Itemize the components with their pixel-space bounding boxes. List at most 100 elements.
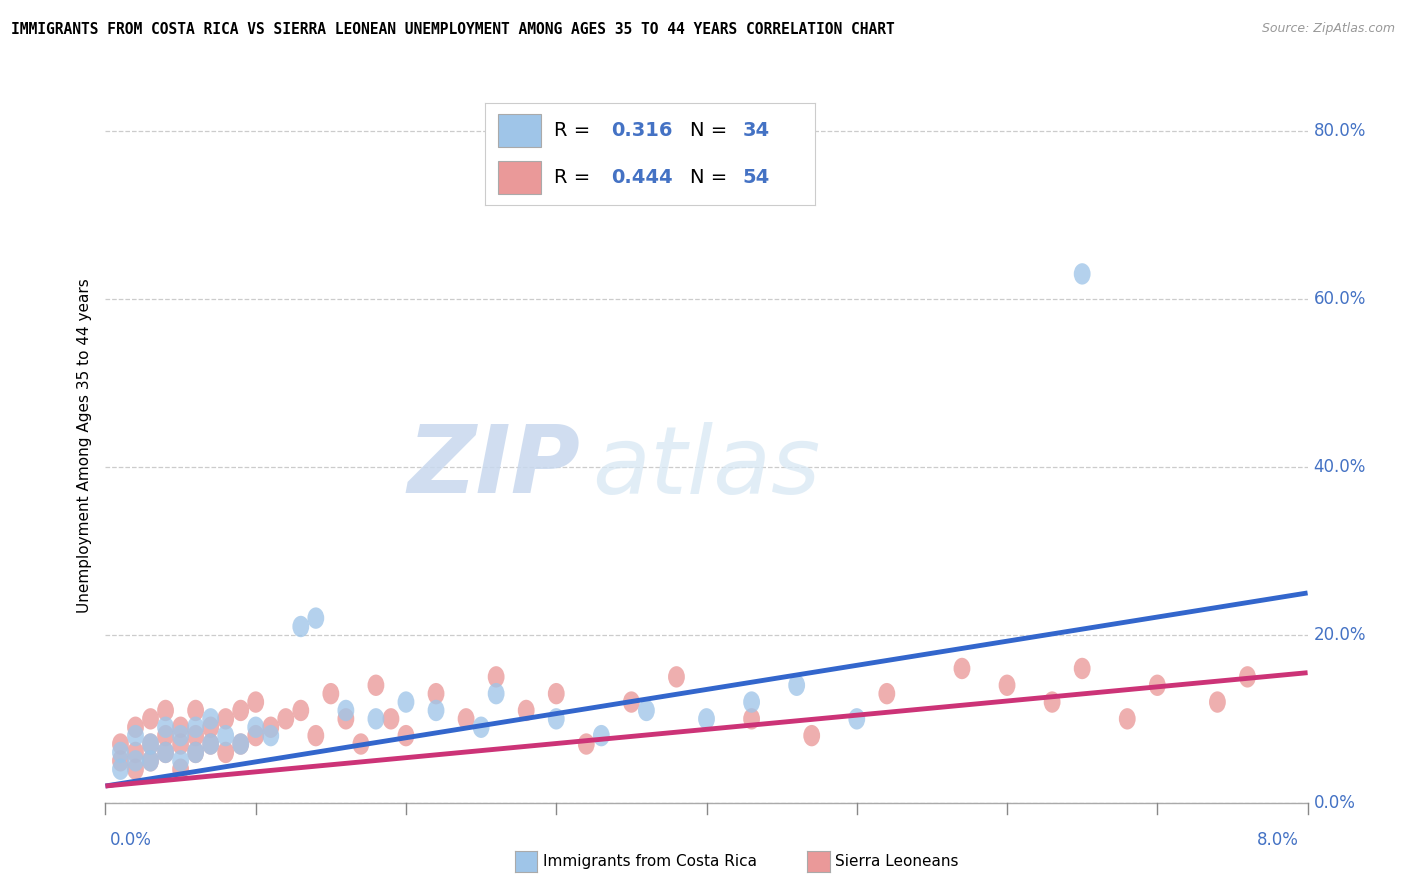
Ellipse shape bbox=[187, 699, 204, 721]
Ellipse shape bbox=[427, 699, 444, 721]
Ellipse shape bbox=[202, 716, 219, 738]
Ellipse shape bbox=[953, 657, 970, 679]
Ellipse shape bbox=[292, 615, 309, 637]
Ellipse shape bbox=[337, 699, 354, 721]
Text: atlas: atlas bbox=[592, 422, 821, 513]
Ellipse shape bbox=[112, 758, 129, 780]
Ellipse shape bbox=[127, 758, 143, 780]
Ellipse shape bbox=[367, 674, 384, 696]
Text: 0.0%: 0.0% bbox=[1313, 794, 1355, 812]
Ellipse shape bbox=[187, 725, 204, 747]
Ellipse shape bbox=[142, 733, 159, 755]
Ellipse shape bbox=[744, 708, 761, 730]
Ellipse shape bbox=[157, 716, 174, 738]
Ellipse shape bbox=[277, 708, 294, 730]
Y-axis label: Unemployment Among Ages 35 to 44 years: Unemployment Among Ages 35 to 44 years bbox=[76, 278, 91, 614]
Ellipse shape bbox=[623, 691, 640, 713]
Ellipse shape bbox=[353, 733, 370, 755]
Ellipse shape bbox=[292, 699, 309, 721]
Ellipse shape bbox=[187, 742, 204, 764]
Ellipse shape bbox=[548, 683, 565, 705]
Text: 34: 34 bbox=[742, 120, 770, 140]
Ellipse shape bbox=[218, 725, 233, 747]
Ellipse shape bbox=[1074, 263, 1091, 285]
Text: 0.0%: 0.0% bbox=[110, 831, 152, 849]
Ellipse shape bbox=[308, 607, 325, 629]
Ellipse shape bbox=[172, 725, 188, 747]
Ellipse shape bbox=[593, 725, 610, 747]
Ellipse shape bbox=[142, 750, 159, 772]
Ellipse shape bbox=[427, 683, 444, 705]
Ellipse shape bbox=[398, 725, 415, 747]
Ellipse shape bbox=[232, 733, 249, 755]
Ellipse shape bbox=[744, 691, 761, 713]
Ellipse shape bbox=[172, 758, 188, 780]
Ellipse shape bbox=[112, 733, 129, 755]
Ellipse shape bbox=[1239, 666, 1256, 688]
Ellipse shape bbox=[789, 674, 806, 696]
Ellipse shape bbox=[172, 733, 188, 755]
Ellipse shape bbox=[112, 742, 129, 764]
Ellipse shape bbox=[157, 699, 174, 721]
Ellipse shape bbox=[548, 708, 565, 730]
Ellipse shape bbox=[112, 750, 129, 772]
Ellipse shape bbox=[458, 708, 474, 730]
Ellipse shape bbox=[263, 716, 280, 738]
Ellipse shape bbox=[382, 708, 399, 730]
Text: ZIP: ZIP bbox=[408, 421, 581, 514]
Ellipse shape bbox=[202, 708, 219, 730]
Ellipse shape bbox=[488, 683, 505, 705]
Ellipse shape bbox=[472, 716, 489, 738]
Ellipse shape bbox=[218, 742, 233, 764]
Ellipse shape bbox=[517, 699, 534, 721]
Ellipse shape bbox=[668, 666, 685, 688]
Ellipse shape bbox=[398, 691, 415, 713]
Text: Sierra Leoneans: Sierra Leoneans bbox=[835, 855, 959, 869]
Ellipse shape bbox=[218, 708, 233, 730]
Ellipse shape bbox=[127, 742, 143, 764]
Ellipse shape bbox=[142, 750, 159, 772]
Ellipse shape bbox=[142, 733, 159, 755]
Ellipse shape bbox=[157, 742, 174, 764]
Ellipse shape bbox=[322, 683, 339, 705]
Ellipse shape bbox=[202, 733, 219, 755]
Ellipse shape bbox=[157, 725, 174, 747]
Ellipse shape bbox=[699, 708, 714, 730]
Ellipse shape bbox=[172, 716, 188, 738]
Text: R =: R = bbox=[554, 168, 598, 187]
Ellipse shape bbox=[157, 742, 174, 764]
Text: N =: N = bbox=[690, 120, 734, 140]
Ellipse shape bbox=[172, 750, 188, 772]
Ellipse shape bbox=[202, 733, 219, 755]
Ellipse shape bbox=[1209, 691, 1226, 713]
Ellipse shape bbox=[337, 708, 354, 730]
Ellipse shape bbox=[488, 666, 505, 688]
Ellipse shape bbox=[1043, 691, 1060, 713]
Text: 60.0%: 60.0% bbox=[1313, 290, 1367, 308]
Ellipse shape bbox=[247, 725, 264, 747]
Ellipse shape bbox=[247, 691, 264, 713]
Text: 0.316: 0.316 bbox=[610, 120, 672, 140]
Ellipse shape bbox=[127, 716, 143, 738]
Ellipse shape bbox=[308, 725, 325, 747]
Ellipse shape bbox=[247, 716, 264, 738]
Text: 0.444: 0.444 bbox=[610, 168, 672, 187]
FancyBboxPatch shape bbox=[498, 114, 541, 146]
Ellipse shape bbox=[998, 674, 1015, 696]
Ellipse shape bbox=[187, 742, 204, 764]
Ellipse shape bbox=[367, 708, 384, 730]
Ellipse shape bbox=[263, 725, 280, 747]
Text: Source: ZipAtlas.com: Source: ZipAtlas.com bbox=[1261, 22, 1395, 36]
Ellipse shape bbox=[127, 725, 143, 747]
Ellipse shape bbox=[879, 683, 896, 705]
Ellipse shape bbox=[803, 725, 820, 747]
Ellipse shape bbox=[232, 733, 249, 755]
Ellipse shape bbox=[1119, 708, 1136, 730]
Ellipse shape bbox=[578, 733, 595, 755]
Text: 54: 54 bbox=[742, 168, 770, 187]
Text: 20.0%: 20.0% bbox=[1313, 626, 1367, 644]
Text: N =: N = bbox=[690, 168, 734, 187]
FancyBboxPatch shape bbox=[498, 161, 541, 194]
Text: R =: R = bbox=[554, 120, 598, 140]
Ellipse shape bbox=[1149, 674, 1166, 696]
